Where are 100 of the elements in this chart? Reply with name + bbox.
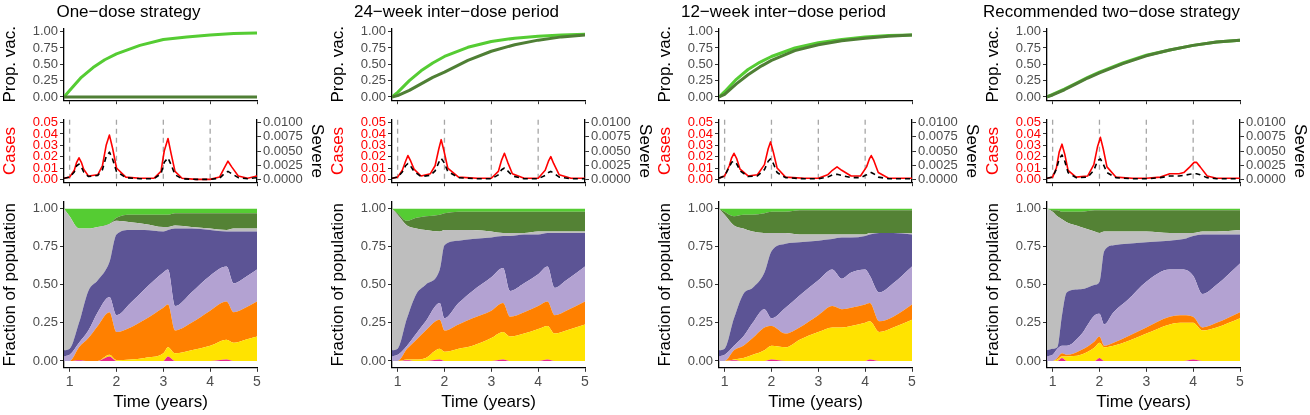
x-tick-label: 2 — [112, 373, 121, 390]
y-tick-label: 0.50 — [360, 55, 386, 71]
y-axis-title: Cases — [654, 126, 674, 176]
y-axis-title: Fraction of population — [327, 203, 347, 367]
y-tick-label: 0.00 — [1015, 88, 1041, 104]
y2-tick-label: 0.0050 — [263, 142, 303, 158]
y-tick-label: 0.50 — [360, 276, 386, 292]
y2-tick-label: 0.0075 — [591, 128, 631, 144]
y-tick-label: 0.00 — [360, 352, 386, 368]
x-axis-title: Time (years) — [768, 392, 863, 412]
y2-tick-label: 0.0025 — [918, 156, 958, 172]
y-tick-label: 1.00 — [32, 200, 58, 216]
x-tick-label: 3 — [487, 373, 496, 390]
y-tick-label: 0.25 — [32, 72, 58, 88]
y-axis-title: Prop. vac. — [327, 26, 347, 103]
y-tick-label: 0.75 — [360, 39, 386, 55]
y-tick-label: 0.00 — [360, 88, 386, 104]
y2-tick-label: 0.0100 — [1246, 114, 1286, 130]
y-tick-label: 0.00 — [687, 352, 713, 368]
y-tick-label: 0.00 — [687, 88, 713, 104]
y2-tick-label: 0.0050 — [918, 142, 958, 158]
y-tick-label: 0.75 — [32, 238, 58, 254]
y-tick-label: 0.25 — [32, 314, 58, 330]
y-tick-label: 0.25 — [1015, 314, 1041, 330]
y2-tick-label: 0.0100 — [591, 114, 631, 130]
y-axis-title: Fraction of population — [654, 203, 674, 367]
y2-tick-label: 0.0000 — [263, 170, 303, 186]
y2-tick-label: 0.0025 — [1246, 156, 1286, 172]
y2-tick-label: 0.0025 — [591, 156, 631, 172]
y-axis-title: Fraction of population — [982, 203, 1002, 367]
y2-tick-label: 0.0025 — [263, 156, 303, 172]
x-tick-label: 5 — [581, 373, 590, 390]
y2-tick-label: 0.0075 — [263, 128, 303, 144]
y-tick-label: 1.00 — [1015, 200, 1041, 216]
y-axis-title: Prop. vac. — [982, 26, 1002, 103]
y-axis-title: Cases — [982, 126, 1002, 176]
x-tick-label: 4 — [534, 373, 543, 390]
x-tick-label: 2 — [767, 373, 776, 390]
x-tick-label: 1 — [393, 373, 402, 390]
x-tick-label: 3 — [159, 373, 168, 390]
x-tick-label: 5 — [1236, 373, 1245, 390]
x-axis-title: Time (years) — [113, 392, 208, 412]
y-tick-label: 0.75 — [360, 238, 386, 254]
x-tick-label: 1 — [65, 373, 74, 390]
y-tick-label: 0.25 — [360, 314, 386, 330]
x-tick-label: 3 — [1142, 373, 1151, 390]
x-tick-label: 4 — [206, 373, 215, 390]
y-tick-label: 1.00 — [687, 23, 713, 39]
x-tick-label: 3 — [814, 373, 823, 390]
y2-tick-label: 0.0000 — [591, 170, 631, 186]
y-tick-label: 0.25 — [687, 72, 713, 88]
y-tick-label: 0.00 — [32, 88, 58, 104]
y-tick-label: 0.50 — [1015, 276, 1041, 292]
y2-axis-title: Severe — [636, 124, 656, 178]
y-tick-label: 0.75 — [32, 39, 58, 55]
y-tick-label: 0.50 — [687, 276, 713, 292]
y2-tick-label: 0.0050 — [1246, 142, 1286, 158]
y-tick-label: 0.25 — [1015, 72, 1041, 88]
y2-tick-label: 0.0050 — [591, 142, 631, 158]
y2-tick-label: 0.0100 — [263, 114, 303, 130]
chart-title: 12−week inter−dose period — [680, 1, 887, 21]
y-axis-title: Cases — [327, 126, 347, 176]
y2-tick-label: 0.0100 — [918, 114, 958, 130]
y2-tick-label: 0.0075 — [1246, 128, 1286, 144]
y2-tick-label: 0.0000 — [918, 170, 958, 186]
y-tick-label: 0.25 — [687, 314, 713, 330]
y-tick-label: 1.00 — [360, 200, 386, 216]
y-tick-label: 0.75 — [687, 39, 713, 55]
y-tick-label: 0.50 — [1015, 55, 1041, 71]
chart-title: One−dose strategy — [56, 1, 202, 21]
x-tick-label: 5 — [908, 373, 917, 390]
y-tick-label: 1.00 — [687, 200, 713, 216]
chart-title: 24−week inter−dose period — [353, 1, 560, 21]
y-tick-label: 0.75 — [687, 238, 713, 254]
x-tick-label: 1 — [720, 373, 729, 390]
y-axis-title: Prop. vac. — [0, 26, 19, 103]
y-tick-label: 0.75 — [1015, 238, 1041, 254]
y2-tick-label: 0.0075 — [918, 128, 958, 144]
x-tick-label: 2 — [1095, 373, 1104, 390]
y-tick-label: 0.50 — [32, 276, 58, 292]
y-tick-label: 0.25 — [360, 72, 386, 88]
chart-title: Recommended two−dose strategy — [983, 1, 1241, 21]
y-tick-label: 0.00 — [1015, 352, 1041, 368]
y-tick-label: 0.50 — [687, 55, 713, 71]
x-tick-label: 2 — [440, 373, 449, 390]
y-tick-label: 1.00 — [1015, 23, 1041, 39]
y2-axis-title: Severe — [308, 124, 328, 178]
y-axis-title: Fraction of population — [0, 203, 19, 367]
y-tick-label: 0.75 — [1015, 39, 1041, 55]
x-axis-title: Time (years) — [441, 392, 536, 412]
y-tick-label: 1.00 — [32, 23, 58, 39]
y-axis-title: Cases — [0, 126, 19, 176]
x-axis-title: Time (years) — [1096, 392, 1191, 412]
x-tick-label: 1 — [1048, 373, 1057, 390]
y2-axis-title: Severe — [963, 124, 983, 178]
y-axis-title: Prop. vac. — [654, 26, 674, 103]
y-tick-label: 0.00 — [32, 352, 58, 368]
y2-axis-title: Severe — [1291, 124, 1310, 178]
x-tick-label: 5 — [253, 373, 262, 390]
y2-tick-label: 0.0000 — [1246, 170, 1286, 186]
